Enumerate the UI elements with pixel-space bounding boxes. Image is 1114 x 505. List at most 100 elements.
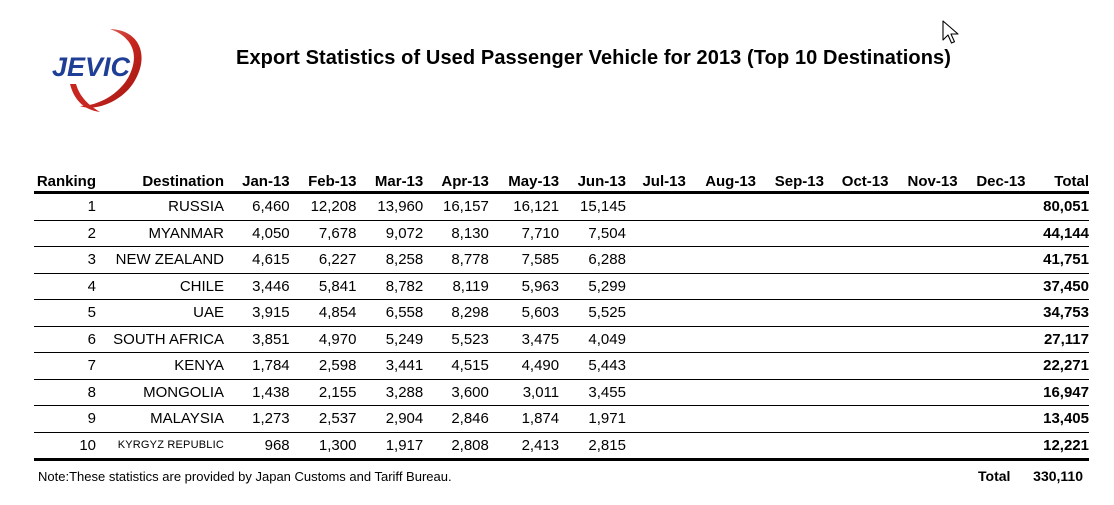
month-value-cell (888, 406, 957, 433)
month-value-cell: 3,475 (521, 330, 560, 348)
month-value-cell (824, 220, 888, 247)
mouse-pointer-icon (942, 20, 959, 44)
month-value-cell (824, 379, 888, 406)
rank-cell: 10 (79, 436, 96, 454)
source-note: Note:These statistics are provided by Ja… (38, 469, 452, 484)
month-value-cell: 2,413 (521, 436, 560, 454)
month-value-cell: 3,011 (522, 383, 560, 401)
destination-cell: SOUTH AFRICA (113, 330, 224, 348)
month-value-cell (888, 300, 957, 327)
month-value-cell: 1,917 (385, 436, 424, 454)
table-row: 8 MONGOLIA 1,438 2,155 3,288 3,600 3,011 3,455 1… (34, 379, 1089, 406)
month-value-cell (824, 300, 888, 327)
month-value-cell: 3,441 (385, 357, 424, 375)
month-value-cell: 6,288 (588, 251, 626, 269)
month-value-cell (824, 326, 888, 353)
month-value-cell (756, 300, 824, 327)
column-header: Dec-13 (976, 172, 1026, 190)
destination-cell: MALAYSIA (150, 410, 224, 428)
destination-cell: KYRGYZ REPUBLIC (117, 439, 224, 452)
month-value-cell: 968 (264, 436, 290, 454)
svg-text:JEVIC: JEVIC (52, 52, 131, 82)
page-title: Export Statistics of Used Passenger Vehi… (236, 47, 952, 69)
month-value-cell (686, 247, 756, 274)
month-value-cell: 7,710 (521, 224, 560, 242)
month-value-cell: 7,585 (521, 251, 560, 269)
month-value-cell: 3,600 (451, 383, 489, 401)
month-value-cell: 1,300 (318, 436, 357, 454)
month-value-cell: 6,558 (385, 304, 424, 322)
column-header: Jan-13 (242, 172, 290, 190)
month-value-cell (824, 193, 888, 221)
table-row: 6 SOUTH AFRICA 3,851 4,970 5,249 5,523 3,475 4,… (34, 326, 1089, 353)
month-value-cell: 3,915 (252, 304, 290, 322)
month-value-cell (888, 326, 957, 353)
month-value-cell: 8,298 (451, 304, 489, 322)
row-total-cell: 34,753 (1043, 304, 1089, 322)
month-value-cell (626, 379, 686, 406)
month-value-cell (756, 193, 824, 221)
table-row: 9 MALAYSIA 1,273 2,537 2,904 2,846 1,874 1,971 1… (34, 406, 1089, 433)
month-value-cell: 5,841 (318, 277, 357, 295)
row-total-cell: 16,947 (1043, 383, 1089, 401)
month-value-cell: 8,119 (452, 277, 489, 295)
month-value-cell (626, 326, 686, 353)
month-value-cell: 2,537 (318, 410, 357, 428)
month-value-cell (888, 353, 957, 380)
column-header: Apr-13 (441, 172, 489, 190)
month-value-cell (888, 220, 957, 247)
month-value-cell (888, 273, 957, 300)
month-value-cell: 5,525 (588, 304, 626, 322)
month-value-cell (756, 220, 824, 247)
month-value-cell: 4,515 (451, 357, 489, 375)
month-value-cell (958, 300, 1026, 327)
month-value-cell (824, 247, 888, 274)
column-header: Jun-13 (577, 172, 626, 190)
month-value-cell: 5,603 (521, 304, 560, 322)
month-value-cell (824, 406, 888, 433)
month-value-cell (686, 406, 756, 433)
month-value-cell (824, 432, 888, 460)
month-value-cell (958, 379, 1026, 406)
month-value-cell (756, 353, 824, 380)
rank-cell: 5 (87, 304, 96, 322)
jevic-logo: JEVIC (52, 29, 142, 112)
row-total-cell: 44,144 (1043, 224, 1089, 242)
month-value-cell: 4,615 (252, 251, 290, 269)
column-header: Feb-13 (308, 172, 357, 190)
month-value-cell: 3,446 (252, 277, 290, 295)
rank-cell: 3 (87, 251, 96, 269)
month-value-cell: 5,963 (521, 277, 560, 295)
destination-cell: NEW ZEALAND (115, 251, 224, 269)
month-value-cell (958, 220, 1026, 247)
month-value-cell: 5,443 (588, 357, 626, 375)
month-value-cell: 9,072 (385, 224, 424, 242)
month-value-cell: 1,784 (252, 357, 290, 375)
month-value-cell: 1,438 (252, 383, 290, 401)
month-value-cell: 2,155 (318, 383, 357, 401)
month-value-cell (756, 432, 824, 460)
month-value-cell: 2,846 (451, 410, 489, 428)
row-total-cell: 13,405 (1043, 410, 1089, 428)
month-value-cell: 2,598 (318, 357, 357, 375)
month-value-cell: 16,157 (442, 198, 489, 216)
month-value-cell: 5,523 (451, 330, 489, 348)
month-value-cell: 2,904 (385, 410, 424, 428)
month-value-cell: 8,258 (385, 251, 424, 269)
destination-cell: RUSSIA (168, 198, 224, 216)
month-value-cell (686, 432, 756, 460)
export-statistics-table: Ranking Destination Jan-13 Feb-13 Mar-13 Apr-… (34, 171, 1089, 461)
row-total-cell: 80,051 (1043, 198, 1089, 216)
table-row: 5 UAE 3,915 4,854 6,558 8,298 5,603 5,525 34,753 (34, 300, 1089, 327)
month-value-cell (756, 273, 824, 300)
month-value-cell (626, 273, 686, 300)
destination-cell: MONGOLIA (143, 383, 224, 401)
month-value-cell (958, 406, 1026, 433)
rank-cell: 8 (87, 383, 96, 401)
month-value-cell (958, 273, 1026, 300)
row-total-cell: 37,450 (1043, 277, 1089, 295)
row-total-cell: 22,271 (1043, 357, 1089, 375)
table-row: 10 KYRGYZ REPUBLIC 968 1,300 1,917 2,808 2,413… (34, 432, 1089, 460)
column-header: Aug-13 (705, 172, 757, 190)
column-header: Jul-13 (642, 172, 686, 190)
